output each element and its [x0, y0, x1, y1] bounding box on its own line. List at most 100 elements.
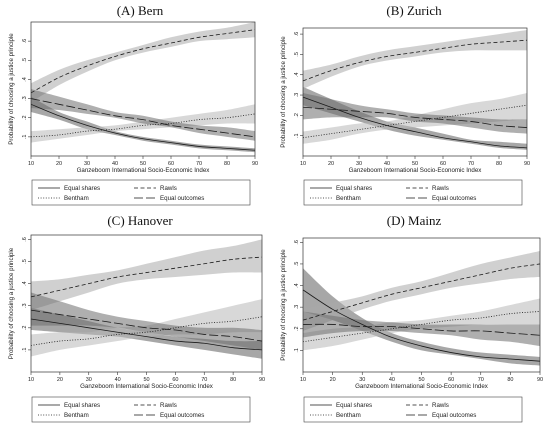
x-tick-label: 40	[384, 161, 390, 167]
y-tick-label: .1	[294, 133, 300, 138]
series-line-equal-outcomes	[302, 106, 528, 128]
x-tick-label: 70	[201, 377, 207, 383]
x-tick-label: 90	[537, 377, 543, 383]
x-tick-label: 70	[196, 161, 202, 167]
y-tick-label: .4	[294, 72, 300, 77]
panel-title: (A) Bern	[117, 3, 164, 18]
x-tick-label: 60	[168, 161, 174, 167]
legend-label-bentham: Bentham	[64, 412, 89, 419]
y-tick-label: .2	[22, 326, 28, 331]
legend-label-rawls: Rawls	[160, 185, 177, 192]
legend-label-equal-shares: Equal shares	[64, 185, 100, 192]
x-axis-label: Ganzeboom International Socio-Economic I…	[77, 167, 211, 174]
legend-label-equal-outcomes: Equal outcomes	[432, 195, 476, 202]
ci-band-equal-outcomes	[303, 93, 527, 134]
y-axis-label: Probability of choosing a justice princi…	[8, 247, 15, 359]
legend: Equal shares Rawls Bentham Equal outcomes	[31, 179, 251, 206]
x-tick-label: 50	[418, 377, 424, 383]
ci-band-equal-outcomes	[31, 292, 262, 350]
x-tick-label: 10	[300, 161, 306, 167]
series-line-bentham	[30, 316, 263, 346]
x-tick-label: 60	[172, 377, 178, 383]
x-axis-label: Ganzeboom International Socio-Economic I…	[349, 167, 483, 174]
legend-label-bentham: Bentham	[336, 195, 361, 202]
series-line-rawls	[302, 39, 528, 82]
x-tick-label: 40	[389, 377, 395, 383]
ci-band-equal-shares	[303, 86, 527, 150]
y-tick-label: .4	[22, 77, 28, 82]
x-tick-label: 30	[359, 377, 365, 383]
y-tick-label: .6	[22, 237, 28, 242]
x-tick-label: 20	[328, 161, 334, 167]
y-axis-label: Probability of choosing a justice princi…	[280, 36, 287, 148]
x-tick-label: 90	[524, 161, 530, 167]
chart-panel-d-mainz: (D) Mainz 10 20 30 40 50 60 70 80 90 .1 .2 .3 .4 .5 .6 G…	[280, 213, 543, 423]
x-tick-label: 70	[468, 161, 474, 167]
x-tick-label: 90	[259, 377, 265, 383]
series-line-equal-outcomes	[30, 98, 256, 138]
x-tick-label: 10	[28, 377, 34, 383]
legend: Equal shares Rawls Bentham Equal outcomes	[303, 179, 523, 206]
legend-label-rawls: Rawls	[432, 402, 449, 409]
y-axis-label: Probability of choosing a justice princi…	[280, 249, 287, 361]
x-tick-label: 20	[56, 161, 62, 167]
y-tick-label: .5	[294, 262, 300, 267]
ci-band-rawls	[303, 30, 527, 89]
legend-label-equal-outcomes: Equal outcomes	[160, 195, 204, 202]
x-axis-label: Ganzeboom International Socio-Economic I…	[355, 383, 489, 390]
y-tick-label: .2	[294, 326, 300, 331]
chart-panel-c-hanover: (C) Hanover 10 20 30 40 50 60 70 80 90 .1 .2 .3 .4 .5.…	[8, 213, 265, 423]
legend-label-equal-shares: Equal shares	[336, 402, 372, 409]
x-tick-label: 90	[252, 161, 258, 167]
y-tick-label: .4	[294, 283, 300, 288]
ci-band-equal-outcomes	[31, 89, 255, 141]
series-line-bentham	[302, 104, 528, 139]
y-tick-label: .6	[294, 240, 300, 245]
legend-box	[31, 179, 251, 206]
series-line-equal-outcomes	[30, 309, 263, 342]
legend: Equal shares Rawls Bentham Equal outcomes	[303, 396, 523, 423]
y-tick-label: .3	[294, 305, 300, 310]
x-tick-label: 80	[496, 161, 502, 167]
y-tick-label: .3	[22, 303, 28, 308]
x-tick-label: 30	[356, 161, 362, 167]
legend-box	[303, 179, 523, 206]
legend-label-equal-shares: Equal shares	[336, 185, 372, 192]
y-tick-label: .3	[22, 96, 28, 101]
x-tick-label: 50	[143, 377, 149, 383]
legend-box	[31, 396, 251, 423]
legend-label-equal-outcomes: Equal outcomes	[432, 412, 476, 419]
legend-label-rawls: Rawls	[160, 402, 177, 409]
series-line-equal-shares	[302, 289, 541, 362]
x-tick-label: 50	[412, 161, 418, 167]
panel-title: (C) Hanover	[107, 213, 173, 228]
x-tick-label: 80	[230, 377, 236, 383]
y-tick-label: .1	[22, 348, 28, 353]
ci-band-rawls	[31, 239, 262, 311]
x-tick-label: 20	[330, 377, 336, 383]
series-line-equal-shares	[30, 318, 263, 351]
x-tick-label: 80	[224, 161, 230, 167]
x-tick-label: 60	[440, 161, 446, 167]
y-tick-label: .2	[294, 113, 300, 118]
y-tick-label: .2	[22, 115, 28, 120]
chart-panel-b-zurich: (B) Zurich 10 20 30 40 50 60 70 80 90 .1 .2 .3 .4 .5 .6…	[280, 3, 530, 206]
legend-label-rawls: Rawls	[432, 185, 449, 192]
legend-label-bentham: Bentham	[336, 412, 361, 419]
ci-band-rawls	[31, 22, 255, 103]
x-tick-label: 80	[507, 377, 513, 383]
x-tick-label: 20	[57, 377, 63, 383]
y-tick-label: .3	[294, 93, 300, 98]
x-tick-label: 10	[300, 377, 306, 383]
series-line-rawls	[30, 256, 263, 298]
y-tick-label: .5	[22, 259, 28, 264]
x-tick-label: 70	[478, 377, 484, 383]
series-line-rawls	[30, 29, 256, 94]
x-tick-label: 50	[140, 161, 146, 167]
ci-band-rawls	[303, 250, 540, 331]
y-tick-label: .1	[294, 348, 300, 353]
series-line-equal-shares	[30, 103, 256, 151]
series-line-equal-outcomes	[302, 323, 541, 336]
x-tick-label: 60	[448, 377, 454, 383]
